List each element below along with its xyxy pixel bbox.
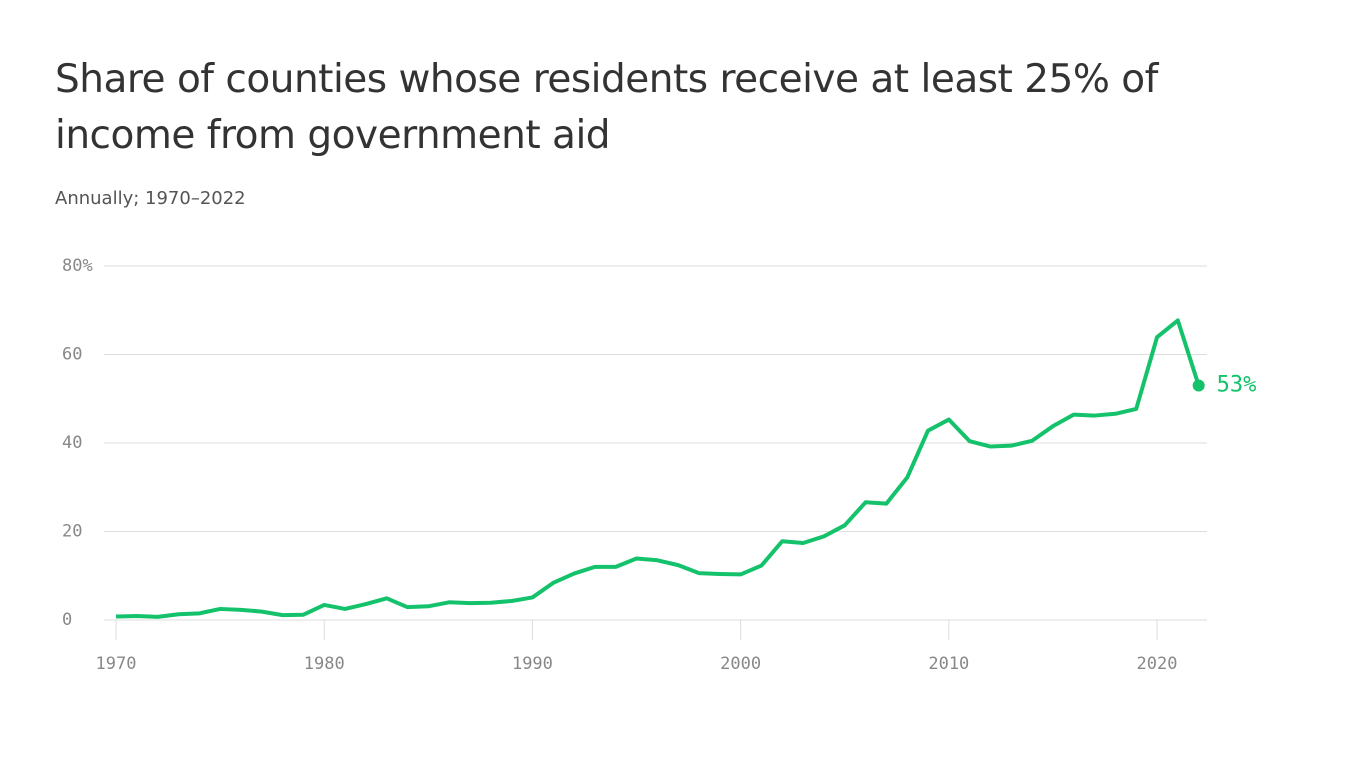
chart-title: Share of counties whose residents receiv… [55,57,1158,158]
x-tick-label: 2000 [720,654,761,674]
data-line [115,318,1201,619]
y-tick-label: 0 [62,610,72,630]
x-tick-label: 1970 [96,654,137,674]
data-label: 53% [1217,372,1257,397]
y-tick-label: 60 [62,345,82,365]
y-tick-label: 80% [62,256,93,276]
y-tick-label: 40 [62,433,82,453]
x-tick-label: 1990 [512,654,553,674]
chart-subtitle: Annually; 1970–2022 [55,188,246,209]
x-tick-label: 1980 [304,654,345,674]
x-tick-label: 2010 [928,654,969,674]
end-point [1192,379,1205,392]
y-tick-label: 20 [62,522,82,542]
x-tick-label: 2020 [1137,654,1178,674]
